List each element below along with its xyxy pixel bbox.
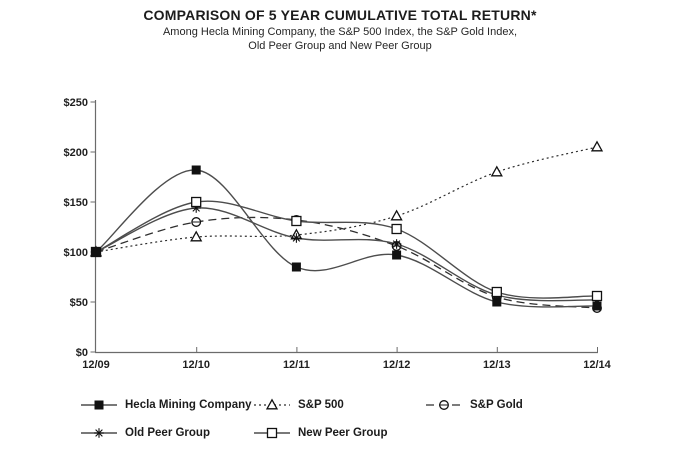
marker-new-peer-group-12-13 <box>491 286 502 298</box>
asterisk-spoke <box>392 240 401 248</box>
marker-s-p-500-12-10 <box>190 230 203 242</box>
axis-labels: $0 $50 $100 $150 $200 $250 12/09 12/10 12/11 12/1… <box>64 97 612 371</box>
axes <box>90 100 598 354</box>
marker-new-peer-group-12-12 <box>391 223 402 235</box>
marker-s-p-500-12-13 <box>490 165 503 177</box>
marker-old-peer-group-12-11 <box>291 233 302 243</box>
open-square-marker-shape <box>391 223 402 235</box>
x-axis-label-12-12: 12/12 <box>383 359 411 371</box>
open-square-marker-shape <box>291 215 302 227</box>
x-axis-label-12-10: 12/10 <box>182 359 210 371</box>
open-triangle-marker-shape <box>190 230 203 242</box>
series-line-hecla-mining-company <box>95 169 598 308</box>
filled-square-marker-shape <box>191 165 201 175</box>
marker-hecla-mining-company-12-12 <box>392 250 402 260</box>
filled-square-marker-shape <box>91 247 101 257</box>
asterisk-spoke <box>292 234 301 242</box>
x-axis-label-12-13: 12/13 <box>483 359 511 371</box>
y-axis-label-100: $100 <box>64 247 88 259</box>
marker-new-peer-group-12-10 <box>191 196 202 208</box>
y-axis-label-150: $150 <box>64 197 88 209</box>
filled-square-marker-shape <box>492 297 502 307</box>
marker-hecla-mining-company-12-09 <box>91 247 101 257</box>
series-line-old-peer-group <box>95 207 598 302</box>
chart-subtitle-line2: Old Peer Group and New Peer Group <box>248 40 432 52</box>
series-line-s-p-500 <box>95 146 598 253</box>
x-axis-label-12-14: 12/14 <box>583 359 611 371</box>
marker-new-peer-group-12-11 <box>291 215 302 227</box>
marker-old-peer-group-12-12 <box>391 239 402 249</box>
x-axis-label-12-09: 12/09 <box>82 359 110 371</box>
filled-square-marker-shape <box>592 301 602 311</box>
y-axis-label-50: $50 <box>70 297 88 309</box>
y-axis-label-200: $200 <box>64 147 88 159</box>
x-axis-label-12-11: 12/11 <box>283 359 310 371</box>
filled-square-marker-shape <box>291 262 301 272</box>
open-square-marker-shape <box>491 286 502 298</box>
open-triangle-marker-shape <box>590 140 604 152</box>
marker-new-peer-group-12-14 <box>591 290 603 302</box>
marker-s-p-500-12-12 <box>390 209 403 221</box>
series-line-new-peer-group <box>95 200 598 299</box>
marker-s-p-gold-12-10 <box>191 217 202 227</box>
marker-s-p-500-12-14 <box>590 140 604 152</box>
y-axis-label-0: $0 <box>76 347 88 359</box>
filled-square-marker-shape <box>392 250 402 260</box>
marker-hecla-mining-company-12-11 <box>291 262 301 272</box>
series-markers <box>89 140 604 313</box>
marker-hecla-mining-company-12-14 <box>592 301 602 311</box>
chart-subtitle-line1: Among Hecla Mining Company, the S&P 500 … <box>162 26 518 38</box>
y-axis-label-250: $250 <box>64 97 88 109</box>
open-triangle-marker-shape <box>490 165 503 177</box>
chart-title: COMPARISON OF 5 YEAR CUMULATIVE TOTAL RE… <box>143 7 537 23</box>
open-triangle-marker-shape <box>390 209 403 221</box>
series-lines <box>95 146 598 309</box>
open-square-marker-shape <box>591 290 603 302</box>
marker-hecla-mining-company-12-13 <box>492 297 502 307</box>
series-line-s-p-gold <box>95 216 598 309</box>
marker-hecla-mining-company-12-10 <box>191 165 201 175</box>
open-square-marker-shape <box>191 196 202 208</box>
